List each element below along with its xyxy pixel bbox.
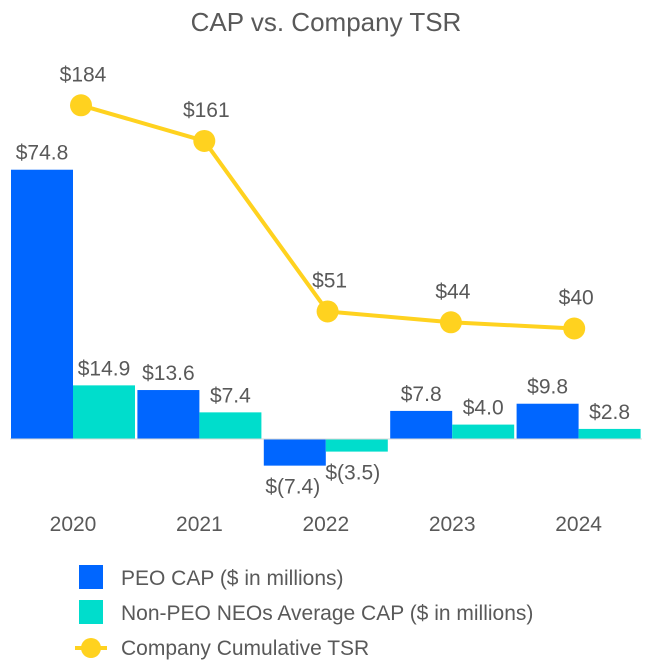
bar-peo-cap-2022 [263, 439, 326, 466]
tsr-label-2021: $161 [183, 99, 230, 122]
tsr-series-line [80, 103, 575, 331]
bar-non-peo-cap-2020 [73, 385, 135, 439]
legend-label-non-peo-cap: Non-PEO NEOs Average CAP ($ in millions) [121, 602, 533, 625]
x-axis-ticks: 2020 2021 2022 2023 2024 [50, 513, 603, 536]
tsr-label-2022: $51 [312, 269, 347, 292]
bar-non-peo-cap-2021 [199, 412, 262, 439]
bar-peo-cap-2021 [137, 390, 200, 439]
label-peo-cap-2021: $13.6 [142, 362, 195, 385]
data-labels-group: $74.8 $14.9 $13.6 $7.4 $(7.4)$(3.5) $7.8 $4.0 $… [16, 63, 630, 498]
bars-group [11, 169, 641, 466]
legend-item-tsr: Company Cumulative TSR [75, 637, 369, 660]
tsr-label-2024: $40 [559, 287, 594, 310]
bar-peo-cap-2024 [516, 403, 579, 439]
legend-label-peo-cap: PEO CAP ($ in millions) [121, 567, 344, 590]
label-peo-cap-2024: $9.8 [527, 376, 568, 399]
x-tick-2021: 2021 [176, 513, 223, 536]
label-non-peo-cap-2020: $14.9 [78, 357, 131, 380]
label-non-peo-cap-2021: $7.4 [210, 384, 251, 407]
legend-item-non-peo-cap: Non-PEO NEOs Average CAP ($ in millions) [79, 600, 533, 625]
chart-title: CAP vs. Company TSR [191, 7, 462, 37]
tsr-line-group [70, 94, 586, 340]
bar-peo-cap-2020 [11, 169, 73, 439]
tsr-label-2023: $44 [435, 280, 470, 303]
bar-non-peo-cap-2023 [452, 424, 515, 439]
tsr-label-2020: $184 [60, 63, 107, 86]
legend-label-tsr: Company Cumulative TSR [121, 637, 369, 660]
tsr-point-2022 [316, 300, 339, 323]
x-tick-2022: 2022 [302, 513, 349, 536]
legend-swatch-peo-cap [79, 565, 103, 589]
label-non-peo-cap-2024: $2.8 [589, 401, 630, 424]
bar-peo-cap-2023 [390, 410, 453, 439]
tsr-point-2023 [439, 311, 462, 334]
tsr-point-2021 [193, 129, 216, 152]
x-tick-2024: 2024 [555, 513, 602, 536]
bar-non-peo-cap-2024 [578, 428, 641, 439]
tsr-point-2020 [70, 94, 92, 117]
label-non-peo-cap-2022: $(3.5) [325, 462, 380, 485]
tsr-point-2024 [563, 317, 586, 340]
x-tick-2023: 2023 [429, 513, 476, 536]
label-peo-cap-2023: $7.8 [401, 383, 442, 406]
label-non-peo-cap-2023: $4.0 [463, 397, 504, 420]
x-tick-2020: 2020 [50, 513, 97, 536]
bar-non-peo-cap-2022 [325, 439, 388, 452]
label-peo-cap-2022: $(7.4) [265, 476, 320, 499]
legend: PEO CAP ($ in millions) Non-PEO NEOs Ave… [75, 565, 533, 660]
legend-item-peo-cap: PEO CAP ($ in millions) [79, 565, 344, 590]
legend-swatch-non-peo-cap [79, 600, 103, 624]
label-peo-cap-2020: $74.8 [16, 142, 69, 165]
legend-marker-tsr [81, 638, 101, 658]
